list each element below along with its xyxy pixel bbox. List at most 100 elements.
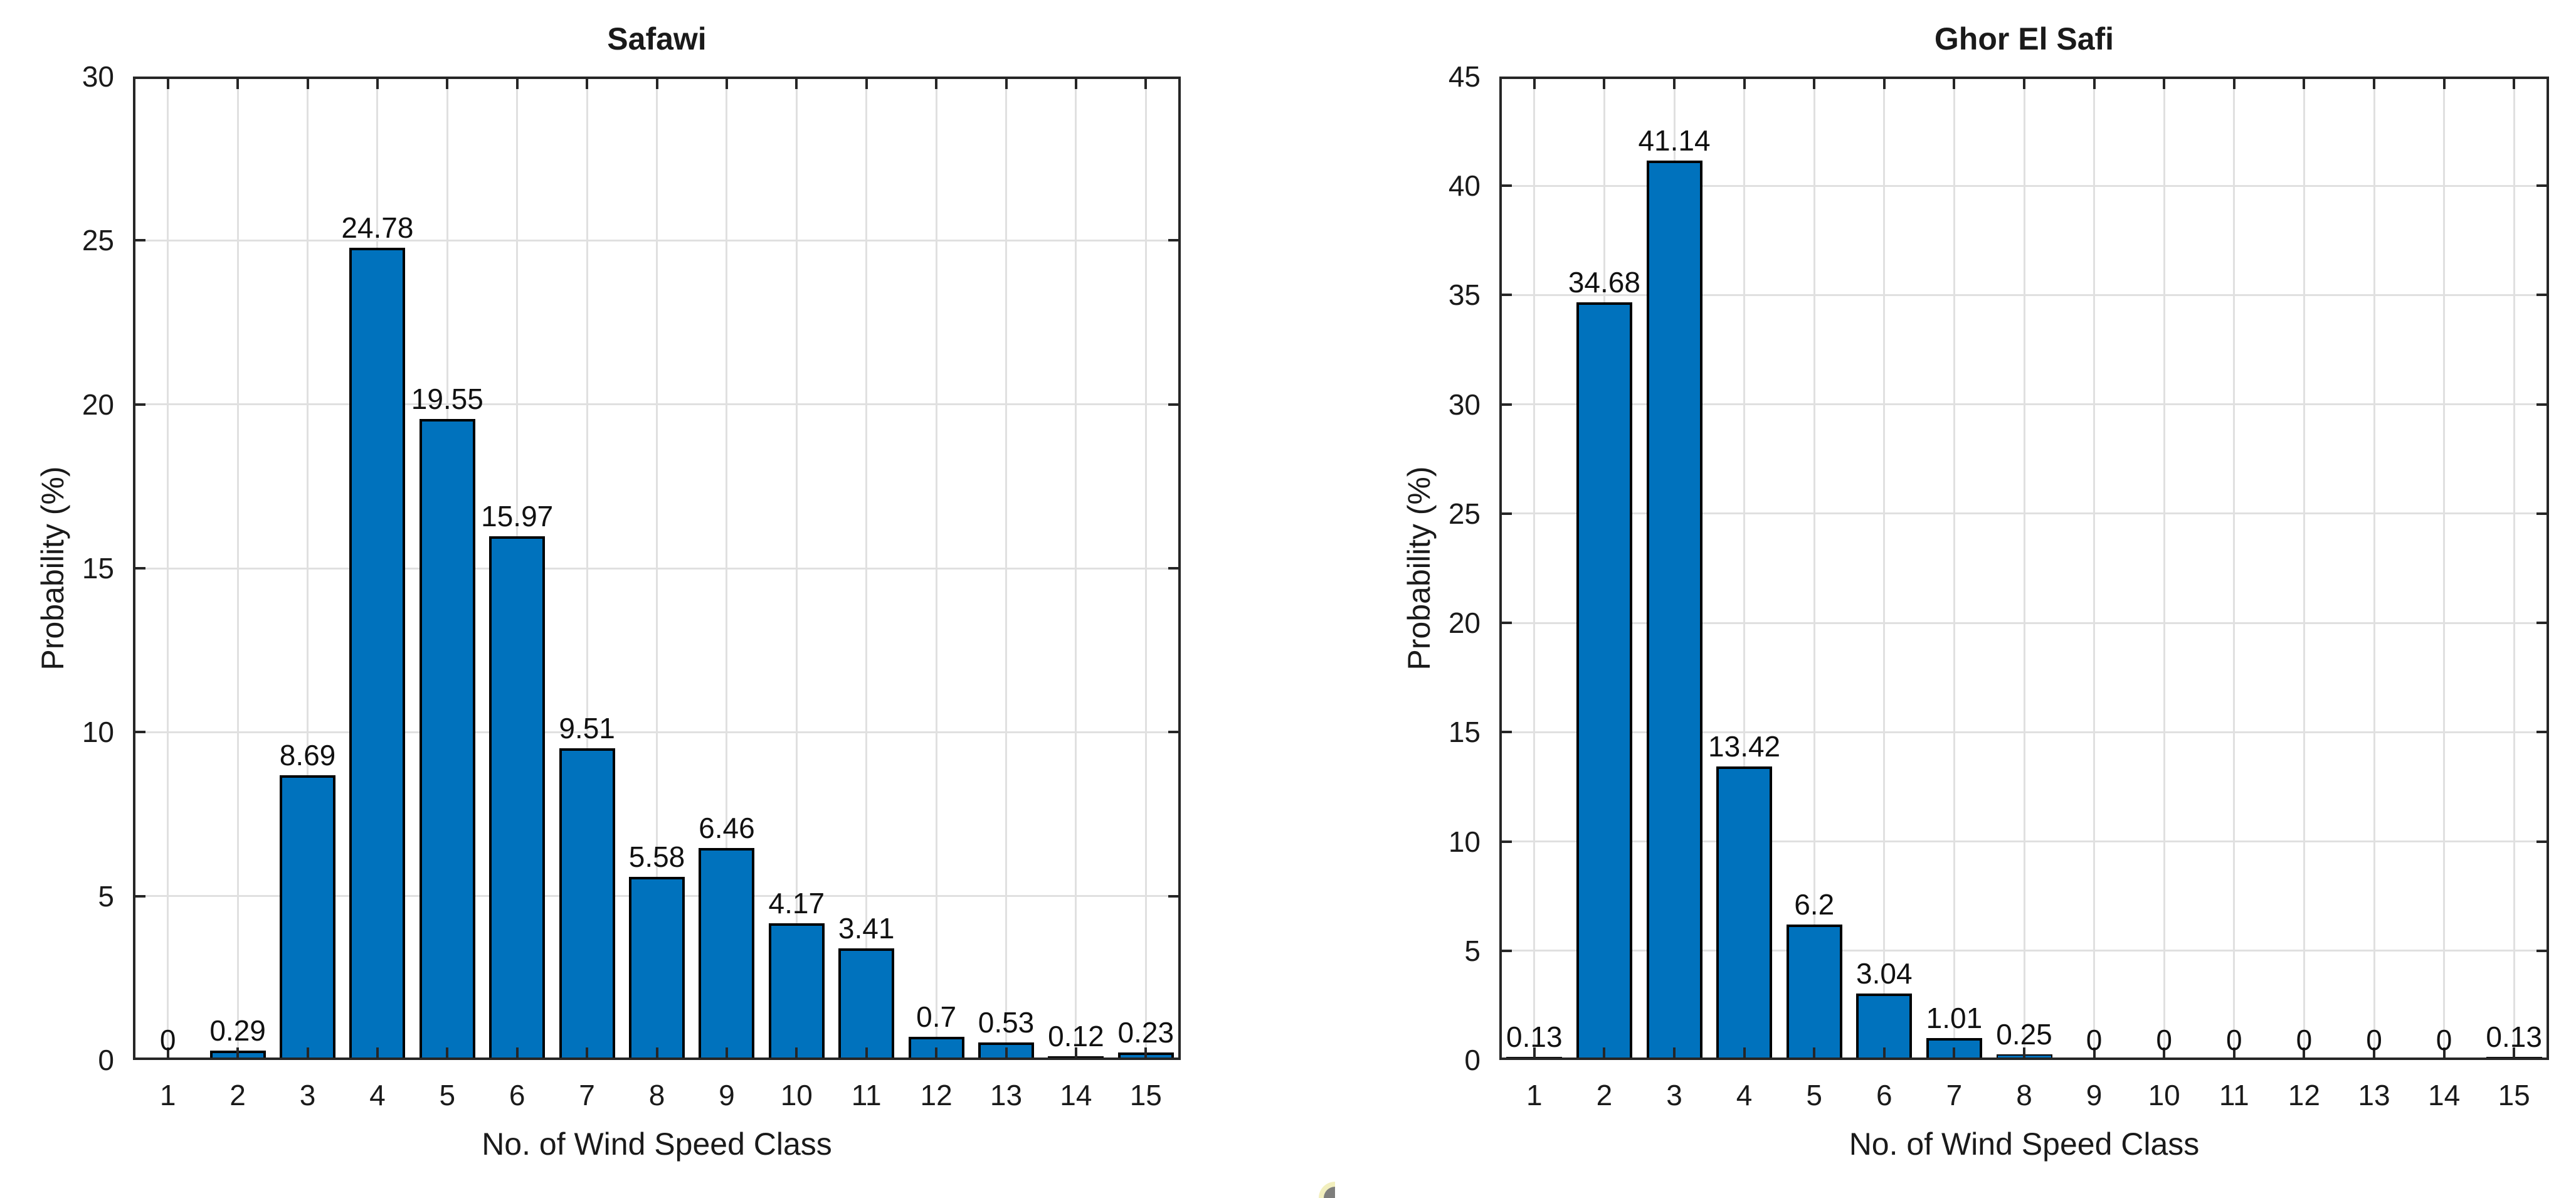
y-tick-label: 45 [1448, 60, 1481, 93]
bar [1716, 766, 1773, 1060]
x-tick-mark-bottom [2023, 1047, 2025, 1060]
x-tick-mark-top [446, 77, 449, 89]
x-tick-label: 12 [2288, 1079, 2320, 1111]
x-tick-label: 14 [2428, 1079, 2461, 1111]
x-tick-mark-top [2023, 77, 2025, 89]
y-tick-mark-left [1499, 622, 1512, 625]
y-tick-label: 0 [98, 1044, 114, 1076]
bar-value-label: 1.01 [1926, 1001, 1983, 1034]
x-tick-mark-bottom [2093, 1047, 2096, 1060]
h-gridline [1499, 512, 2549, 515]
h-gridline [133, 403, 1181, 406]
x-tick-label: 7 [1946, 1079, 1963, 1111]
bar-value-label: 0.25 [1996, 1018, 2052, 1051]
x-tick-mark-top [725, 77, 728, 89]
bar-value-label: 0 [2296, 1024, 2313, 1056]
x-tick-mark-top [236, 77, 240, 89]
x-tick-label: 12 [920, 1079, 953, 1111]
x-tick-mark-bottom [1074, 1047, 1077, 1060]
x-tick-mark-top [1074, 77, 1077, 89]
x-tick-label: 4 [1736, 1079, 1753, 1111]
x-tick-label: 10 [2148, 1079, 2180, 1111]
v-gridline [1813, 77, 1815, 1060]
y-tick-mark-left [133, 239, 145, 242]
y-tick-mark-left [1499, 294, 1512, 297]
y-tick-mark-right [2536, 403, 2549, 406]
v-gridline [2023, 77, 2025, 1060]
x-tick-mark-top [586, 77, 589, 89]
x-tick-mark-top [865, 77, 868, 89]
bar-value-label: 0 [2086, 1024, 2103, 1056]
x-tick-mark-bottom [1953, 1047, 1956, 1060]
bar-value-label: 4.17 [768, 887, 825, 920]
y-tick-mark-right [1168, 731, 1181, 734]
x-tick-mark-bottom [1144, 1047, 1148, 1060]
bar-value-label: 34.68 [1568, 265, 1640, 299]
bar [768, 923, 825, 1060]
y-tick-mark-right [1168, 403, 1181, 406]
y-tick-mark-left [133, 403, 145, 406]
y-tick-label: 20 [82, 388, 114, 421]
h-gridline [133, 731, 1181, 733]
x-tick-mark-top [1603, 77, 1606, 89]
bar-value-label: 0.23 [1117, 1015, 1175, 1049]
x-tick-mark-bottom [2232, 1047, 2236, 1060]
x-tick-mark-top [795, 77, 798, 89]
y-tick-mark-left [1499, 403, 1512, 406]
x-tick-label: 5 [439, 1079, 456, 1111]
y-tick-label: 0 [1464, 1044, 1481, 1076]
v-gridline [1743, 77, 1746, 1060]
x-tick-mark-top [1813, 77, 1816, 89]
h-gridline [1499, 622, 2549, 624]
x-tick-mark-top [1882, 77, 1886, 89]
y-tick-mark-left [133, 894, 145, 898]
y-tick-mark-left [133, 567, 145, 570]
bar-value-label: 6.2 [1794, 888, 1835, 921]
x-axis-label: No. of Wind Speed Class [482, 1126, 832, 1162]
cursor-artifact [1319, 1182, 1335, 1198]
v-gridline [2373, 77, 2375, 1060]
chart-title: Safawi [607, 21, 707, 56]
x-tick-mark-bottom [935, 1047, 938, 1060]
v-gridline [2443, 77, 2446, 1060]
x-tick-mark-bottom [655, 1047, 658, 1060]
x-tick-mark-top [515, 77, 519, 89]
h-gridline [133, 567, 1181, 570]
h-gridline [1499, 294, 2549, 296]
h-gridline [1499, 184, 2549, 187]
bar [699, 848, 755, 1060]
x-axis-label: No. of Wind Speed Class [1849, 1126, 2200, 1162]
y-tick-mark-right [1168, 567, 1181, 570]
x-tick-mark-bottom [1743, 1047, 1746, 1060]
chart-title: Ghor El Safi [1934, 21, 2114, 56]
x-tick-label: 3 [299, 1079, 316, 1111]
y-tick-mark-right [2536, 622, 2549, 625]
x-tick-mark-top [2303, 77, 2306, 89]
x-tick-mark-top [655, 77, 658, 89]
bar-value-label: 24.78 [341, 211, 414, 244]
bar-value-label: 0 [2226, 1024, 2242, 1056]
y-tick-label: 25 [1448, 497, 1481, 530]
bar-value-label: 9.51 [559, 711, 615, 745]
x-tick-mark-top [376, 77, 379, 89]
y-tick-mark-left [1499, 949, 1512, 952]
bar-value-label: 3.41 [838, 911, 895, 945]
h-gridline [1499, 840, 2549, 843]
x-tick-label: 13 [990, 1079, 1023, 1111]
x-tick-label: 11 [2219, 1079, 2249, 1111]
x-tick-mark-top [2442, 77, 2446, 89]
x-tick-label: 5 [1806, 1079, 1822, 1111]
y-tick-mark-left [1499, 840, 1512, 843]
y-tick-mark-right [2536, 949, 2549, 952]
bar-value-label: 0 [2156, 1024, 2172, 1056]
x-tick-label: 8 [2016, 1079, 2032, 1111]
axes-frame [1499, 77, 2549, 1060]
v-gridline [2233, 77, 2236, 1060]
h-gridline [133, 239, 1181, 241]
x-tick-mark-bottom [306, 1047, 309, 1060]
y-tick-label: 15 [82, 552, 114, 585]
x-tick-mark-top [935, 77, 938, 89]
bar-value-label: 6.46 [699, 812, 755, 845]
x-tick-label: 7 [579, 1079, 595, 1111]
x-tick-mark-bottom [2513, 1047, 2516, 1060]
